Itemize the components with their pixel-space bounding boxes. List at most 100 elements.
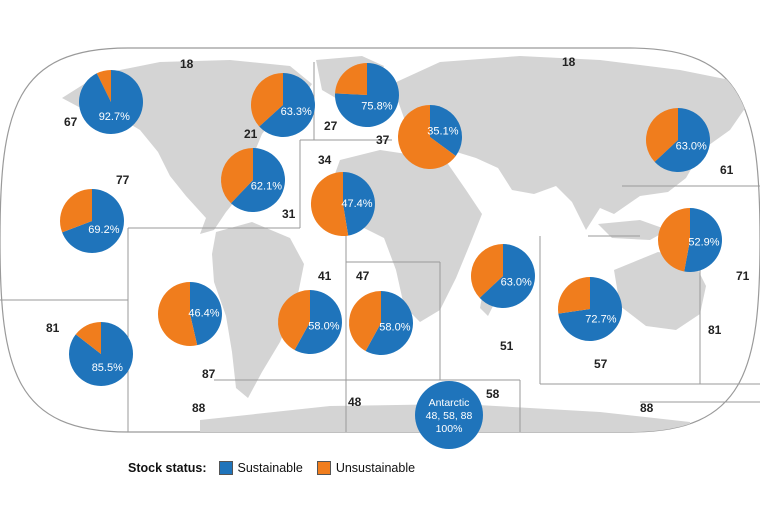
stock-pie: 52.9%	[657, 208, 722, 272]
south-america-land	[212, 222, 304, 398]
pie-slice-sustainable	[365, 291, 413, 355]
pie-percent-label: 58.0%	[379, 322, 410, 334]
pie-percent-label: 62.1%	[251, 180, 282, 192]
pie-slice-sustainable	[69, 322, 134, 386]
pie-slice-unsustainable	[75, 322, 101, 354]
pie-slice-sustainable	[334, 63, 399, 127]
antarctic-pie-sustainable	[415, 381, 483, 449]
stock-pie: 63.0%	[470, 244, 535, 308]
pie-slice-unsustainable	[277, 290, 310, 351]
area-label: 37	[376, 133, 390, 147]
pie-slice-sustainable	[343, 172, 375, 236]
stock-pie: 72.7%	[557, 277, 622, 341]
stock-pie: 35.1%	[397, 105, 462, 169]
pie-percent-label: 75.8%	[361, 100, 392, 112]
legend-swatch-unsustainable	[316, 461, 331, 475]
legend: Stock status: Sustainable Unsustainable	[128, 458, 421, 478]
stock-pie: 63.3%	[250, 72, 315, 137]
pie-percent-label: 69.2%	[88, 224, 119, 236]
legend-item-sustainable: Sustainable	[218, 461, 303, 475]
area-number-labels: 18 18 67 21 27 37 34 77 31 61 41 47 71 8…	[46, 55, 750, 415]
area-label: 57	[594, 357, 608, 371]
pie-slice-unsustainable	[221, 148, 253, 204]
legend-label-sustainable: Sustainable	[237, 461, 303, 475]
area-label: 47	[356, 269, 370, 283]
area-label: 58	[486, 387, 500, 401]
pie-percent-label: 47.4%	[341, 198, 372, 210]
indonesia-land	[598, 220, 668, 240]
legend-label-unsustainable: Unsustainable	[335, 461, 416, 475]
area-label: 21	[244, 127, 258, 141]
area-label: 41	[318, 269, 332, 283]
pie-percent-label: 85.5%	[92, 362, 123, 374]
pie-slice-unsustainable	[557, 277, 590, 314]
pie-slice-unsustainable	[96, 70, 111, 102]
antarctic-label-line-3: 100%	[436, 423, 463, 435]
pie-slice-unsustainable	[657, 208, 690, 272]
pie-slice-sustainable	[430, 105, 462, 156]
pie-percent-label: 92.7%	[99, 111, 130, 123]
pie-percent-label: 58.0%	[308, 321, 339, 333]
area-label: 81	[708, 323, 722, 337]
stock-status-pies: 92.7% 63.3% 75.8% 35.1% 63.0% 62.1% 47.4% 69.2%…	[59, 63, 722, 386]
stock-pie: 46.4%	[157, 281, 222, 346]
pie-percent-label: 63.0%	[501, 277, 532, 289]
pie-slice-unsustainable	[250, 72, 283, 127]
antarctic-label-line-1: Antarctic	[429, 397, 470, 409]
fao-area-borders	[0, 62, 760, 432]
area-label: 48	[348, 395, 362, 409]
pie-slice-unsustainable	[335, 63, 367, 95]
australia-land	[614, 252, 706, 330]
pie-slice-unsustainable	[397, 105, 456, 169]
pie-percent-label: 63.3%	[281, 106, 312, 118]
area-label: 67	[64, 115, 78, 129]
antarctic-label-line-2: 48, 58, 88	[426, 410, 473, 422]
pie-slice-unsustainable	[645, 108, 678, 162]
pie-slice-sustainable	[230, 148, 286, 213]
pie-percent-label: 46.4%	[188, 307, 219, 319]
pie-percent-label: 35.1%	[427, 126, 458, 138]
area-label: 71	[736, 269, 750, 283]
area-label: 88	[192, 401, 206, 415]
legend-item-unsustainable: Unsustainable	[316, 461, 416, 475]
pie-slice-unsustainable	[470, 244, 503, 298]
pie-slice-unsustainable	[157, 281, 198, 346]
area-label: 34	[318, 153, 332, 167]
stock-pie: 63.0%	[645, 108, 710, 172]
pie-slice-sustainable	[294, 290, 342, 354]
area-label: 87	[202, 367, 216, 381]
pie-percent-label: 52.9%	[688, 236, 719, 248]
stock-pie: 92.7%	[79, 70, 144, 134]
pie-slice-sustainable	[62, 189, 124, 254]
stock-pie: 47.4%	[310, 171, 375, 236]
pie-slice-unsustainable	[59, 189, 92, 233]
area-label: 27	[324, 119, 338, 133]
pie-slice-sustainable	[190, 282, 222, 346]
area-label: 31	[282, 207, 296, 221]
area-label: 18	[180, 57, 194, 71]
area-label: 51	[500, 339, 514, 353]
pie-slice-sustainable	[654, 108, 710, 172]
pie-slice-sustainable	[259, 73, 315, 137]
stock-pie: 58.0%	[277, 290, 342, 354]
pie-slice-unsustainable	[310, 171, 349, 236]
stock-pie: 69.2%	[59, 189, 124, 254]
pie-slice-unsustainable	[348, 291, 381, 352]
stock-pie: 58.0%	[348, 291, 413, 355]
area-label: 61	[720, 163, 734, 177]
legend-title: Stock status:	[128, 461, 207, 475]
area-label: 88	[640, 401, 654, 415]
stock-pie: 62.1%	[221, 148, 286, 213]
area-label: 77	[116, 173, 130, 187]
legend-swatch-sustainable	[218, 461, 233, 475]
pie-percent-label: 63.0%	[676, 141, 707, 153]
pie-percent-label: 72.7%	[585, 313, 616, 325]
pie-slice-sustainable	[684, 208, 722, 272]
antarctic-pie: Antarctic 48, 58, 88 100%	[415, 381, 483, 449]
pie-slice-sustainable	[479, 244, 535, 308]
area-label: 18	[562, 55, 576, 69]
stock-pie: 75.8%	[334, 63, 399, 127]
pie-slice-sustainable	[79, 70, 144, 134]
